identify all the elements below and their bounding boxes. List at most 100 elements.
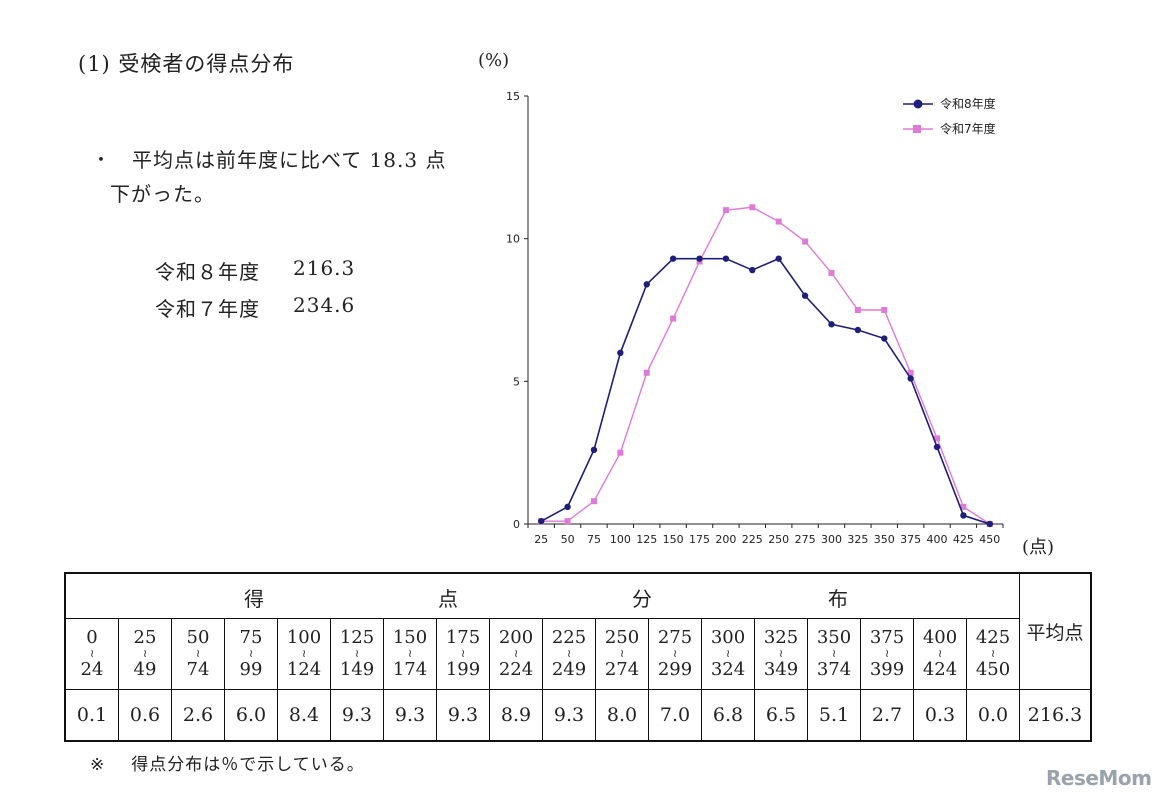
data-point-r8 <box>933 443 941 451</box>
bin-tilde: ≀ <box>831 647 837 660</box>
value-cell: 9.3 <box>436 689 490 742</box>
note-mark: ※ <box>90 755 106 775</box>
bin-to: 99 <box>239 659 263 680</box>
legend-marker-r7 <box>913 125 921 133</box>
y-axis-unit: (%) <box>478 50 510 71</box>
summary-line-1: 平均点は前年度に比べて 18.3 点 <box>132 148 447 172</box>
bullet-mark: ・ <box>92 150 110 171</box>
y-tick-label: 5 <box>513 375 520 388</box>
bin-to: 299 <box>657 659 693 680</box>
x-tick-label: 200 <box>715 533 736 546</box>
bin-to: 49 <box>133 659 157 680</box>
bin-from: 225 <box>551 627 587 648</box>
data-point-r7 <box>775 218 782 225</box>
average-value-cell: 216.3 <box>1019 689 1092 742</box>
x-tick-label: 175 <box>689 533 710 546</box>
bin-tilde: ≀ <box>937 647 943 660</box>
data-point-r7 <box>617 449 624 456</box>
table-title-char: 点 <box>438 587 458 611</box>
value-cell: 6.5 <box>754 689 808 742</box>
data-point-r8 <box>617 349 624 356</box>
value-row: 0.1 0.6 2.6 6.0 8.4 9.3 9.3 9.3 8.9 9.3 8.0 7.0 6.8 6… <box>64 689 1092 742</box>
score-distribution-chart: 0 5 10 15 25 50 75 100 125 150 175 200 225 250 275 300 3… <box>506 90 1004 546</box>
bin-tilde: ≀ <box>195 647 201 660</box>
average-row-r7: 令和７年度 234.6 <box>155 293 354 322</box>
data-point-r7 <box>907 369 914 376</box>
data-point-r8 <box>590 446 598 454</box>
value-cell: 9.3 <box>383 689 437 742</box>
table-title-char: 得 <box>244 587 264 611</box>
bin-to: 450 <box>975 659 1011 680</box>
average-value: 216.3 <box>293 256 356 280</box>
bin-cell: 275 ≀ 299 <box>648 618 702 690</box>
data-point-r8 <box>537 517 545 525</box>
bin-from: 350 <box>816 627 852 648</box>
bin-to: 374 <box>816 659 852 680</box>
bin-to: 274 <box>604 659 640 680</box>
value-cell: 8.4 <box>277 689 331 742</box>
bin-from: 425 <box>975 627 1011 648</box>
bin-cell: 200 ≀ 224 <box>489 618 543 690</box>
data-point-r8 <box>801 292 809 299</box>
x-tick-label: 100 <box>610 533 631 546</box>
bin-to: 74 <box>186 659 210 680</box>
value-cell: 9.3 <box>542 689 596 742</box>
bin-cell: 50 ≀ 74 <box>171 618 225 690</box>
value-cell: 8.0 <box>595 689 649 742</box>
bin-from: 400 <box>922 627 958 648</box>
legend-marker-r8 <box>913 99 923 109</box>
bin-to: 224 <box>498 659 534 680</box>
bin-from: 275 <box>657 627 693 648</box>
data-point-r7 <box>960 503 967 510</box>
bin-cell: 325 ≀ 349 <box>754 618 808 690</box>
data-point-r8 <box>828 321 835 328</box>
y-tick-label: 0 <box>513 518 520 531</box>
bin-tilde: ≀ <box>354 647 360 660</box>
bin-tilde: ≀ <box>566 647 572 660</box>
bin-cell: 0 ≀ 24 <box>64 618 119 690</box>
bin-tilde: ≀ <box>619 647 625 660</box>
bin-from: 150 <box>392 627 428 648</box>
bin-cell: 100 ≀ 124 <box>277 618 331 690</box>
footnote: ※ 得点分布は％で示している。 <box>90 750 365 775</box>
data-point-r7 <box>881 307 888 313</box>
bin-to: 124 <box>286 659 322 680</box>
bin-cell: 300 ≀ 324 <box>701 618 755 690</box>
data-point-r8 <box>907 375 914 382</box>
x-tick-label: 50 <box>561 533 575 546</box>
bin-tilde: ≀ <box>672 647 678 660</box>
bin-cell: 250 ≀ 274 <box>595 618 649 690</box>
table-title-char: 分 <box>632 587 652 611</box>
value-cell: 0.6 <box>118 689 172 742</box>
bin-from: 200 <box>498 627 534 648</box>
series-line-r7 <box>541 206 991 525</box>
bin-from: 50 <box>186 627 210 648</box>
data-point-r7 <box>722 207 729 214</box>
bin-from: 100 <box>286 627 322 648</box>
bin-to: 149 <box>339 659 375 680</box>
bin-to: 324 <box>710 659 746 680</box>
data-point-r7 <box>749 204 756 211</box>
value-cell: 0.1 <box>64 689 119 742</box>
bin-from: 375 <box>869 627 905 648</box>
bin-tilde: ≀ <box>778 647 784 660</box>
average-header: 平均点 <box>1019 572 1092 690</box>
x-tick-label: 25 <box>534 533 548 546</box>
bin-cell: 375 ≀ 399 <box>860 618 914 690</box>
data-point-r8 <box>749 266 756 274</box>
average-value: 234.6 <box>293 293 356 317</box>
x-tick-label: 75 <box>587 533 601 546</box>
data-point-r7 <box>854 307 861 313</box>
bin-tilde: ≀ <box>301 647 307 660</box>
x-tick-label: 425 <box>953 533 974 546</box>
bin-from: 0 <box>86 627 98 648</box>
table-title: 得 点 分 布 <box>64 572 1020 619</box>
legend-label: 令和8年度 <box>940 96 996 111</box>
bin-tilde: ≀ <box>89 647 95 660</box>
x-tick-label: 150 <box>663 533 684 546</box>
bin-cell: 350 ≀ 374 <box>807 618 861 690</box>
bin-cell: 225 ≀ 249 <box>542 618 596 690</box>
bin-cell: 425 ≀ 450 <box>966 618 1020 690</box>
bin-from: 25 <box>133 627 157 648</box>
value-cell: 6.8 <box>701 689 755 742</box>
